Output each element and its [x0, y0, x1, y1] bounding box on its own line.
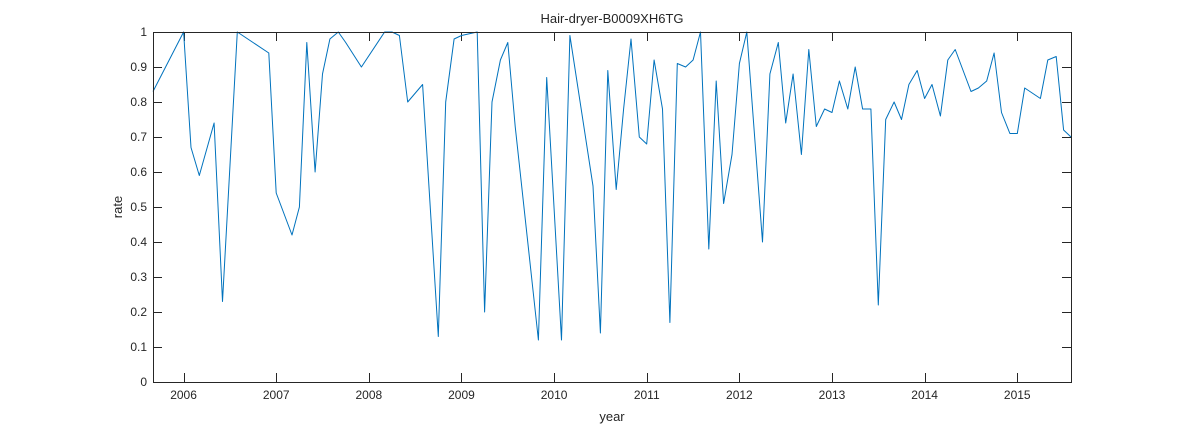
plot-area: [153, 32, 1071, 382]
y-tick-label: 0.3: [130, 270, 147, 284]
x-tick-label: 2008: [355, 388, 382, 402]
y-tick-label: 0.7: [130, 130, 147, 144]
y-tick-label: 1: [140, 25, 147, 39]
x-tick-label: 2009: [448, 388, 475, 402]
y-tick-label: 0.4: [130, 235, 147, 249]
x-tick-label: 2007: [263, 388, 290, 402]
tick-labels: 2006 2007 2008 2009 2010 2011 2012 2013 2014 2015…: [130, 25, 1031, 402]
y-tick-label: 0.2: [130, 305, 147, 319]
y-axis-label: rate: [110, 196, 125, 218]
y-tick-label: 0.6: [130, 165, 147, 179]
x-tick-label: 2013: [819, 388, 846, 402]
y-tick-label: 0.8: [130, 95, 147, 109]
x-tick-label: 2011: [634, 388, 660, 402]
y-tick-label: 0.9: [130, 60, 147, 74]
x-tick-label: 2015: [1004, 388, 1031, 402]
x-tick-label: 2006: [170, 388, 197, 402]
y-tick-label: 0.1: [130, 340, 147, 354]
chart-title: Hair-dryer-B0009XH6TG: [540, 11, 683, 26]
series-layer: [152, 31, 1072, 341]
y-tick-label: 0: [140, 375, 147, 389]
series-line: [152, 31, 1072, 341]
axes-box: [153, 32, 1072, 383]
x-tick-label: 2010: [541, 388, 568, 402]
x-axis-label: year: [599, 409, 625, 424]
y-tick-label: 0.5: [130, 200, 147, 214]
x-tick-label: 2014: [911, 388, 938, 402]
x-tick-label: 2012: [726, 388, 753, 402]
